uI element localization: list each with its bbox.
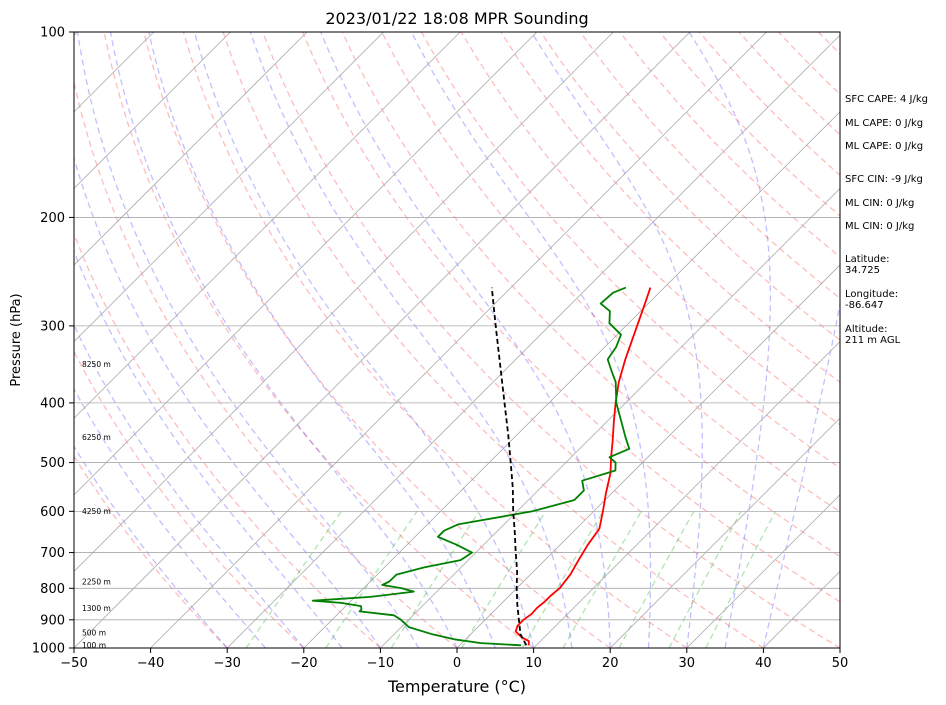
isotherm-line	[74, 32, 231, 189]
x-tick-label: 0	[453, 656, 461, 671]
height-label: 100 m	[82, 641, 106, 650]
dry-adiabat-line	[74, 454, 228, 648]
moist-adiabat-line	[249, 32, 573, 648]
dry-adiabat-line	[74, 231, 381, 648]
isotherm-line	[74, 32, 691, 648]
temperature-profile-line	[514, 287, 652, 646]
isotherm-line	[226, 34, 840, 648]
moist-adiabat-line	[320, 32, 611, 648]
isotherm-line	[74, 32, 308, 266]
ml-cin-stat: ML CIN: 0 J/kg	[845, 198, 915, 209]
moist-adiabat-line	[410, 32, 652, 648]
height-label: 4250 m	[82, 507, 111, 516]
y-tick-label: 1000	[32, 642, 65, 657]
x-tick-label: 40	[755, 656, 772, 671]
moist-adiabat-line	[762, 300, 840, 648]
isotherm-line	[380, 187, 840, 648]
y-tick-label: 900	[40, 613, 65, 628]
y-tick-label: 300	[40, 319, 65, 334]
dewpoint-profile-line	[311, 286, 631, 647]
mixing-ratio-line	[521, 510, 604, 648]
x-tick-label: −30	[213, 656, 240, 671]
isotherm-line	[74, 32, 538, 496]
x-tick-label: −50	[60, 656, 87, 671]
moist-adiabat-line	[76, 32, 420, 648]
isotherm-line	[74, 32, 614, 572]
x-tick-label: 10	[525, 656, 542, 671]
isotherm-line	[609, 417, 840, 648]
mu-cin-stat: ML CIN: 0 J/kg	[845, 221, 915, 232]
height-label: 500 m	[82, 629, 106, 638]
isotherm-line	[533, 341, 840, 648]
x-tick-label: 50	[832, 656, 849, 671]
ml-cape-stat: ML CAPE: 0 J/kg	[845, 118, 924, 129]
mixing-ratio-line	[562, 510, 642, 648]
x-tick-label: −20	[290, 656, 317, 671]
dry-adiabat-line	[74, 349, 305, 648]
moist-adiabat-line	[148, 32, 496, 648]
x-tick-label: 20	[602, 656, 619, 671]
sfc-cin-stat: SFC CIN: -9 J/kg	[845, 174, 923, 185]
dry-adiabat-line	[262, 32, 840, 648]
mixing-ratio-line	[668, 510, 742, 648]
mu-cape-stat: ML CAPE: 0 J/kg	[845, 141, 924, 152]
moist-adiabat-line	[109, 32, 458, 648]
moist-adiabat-line	[193, 32, 535, 648]
mixing-ratio-line	[461, 510, 547, 648]
isotherm-line	[686, 494, 840, 648]
isotherm-line	[150, 32, 767, 648]
height-label: 6250 m	[82, 433, 111, 442]
isotherm-line	[303, 111, 840, 648]
isotherm-line	[0, 32, 1, 648]
height-label: 8250 m	[82, 360, 111, 369]
parcel-path-line	[490, 287, 528, 646]
dry-adiabat-line	[143, 32, 611, 648]
y-tick-label: 400	[40, 396, 65, 411]
dry-adiabat-line	[579, 32, 840, 300]
x-tick-label: −10	[367, 656, 394, 671]
dry-adiabat-line	[182, 32, 688, 648]
moist-adiabat-line	[688, 32, 772, 648]
dry-adiabat-line	[103, 32, 534, 648]
y-tick-label: 100	[40, 26, 65, 41]
isotherm-line	[74, 32, 461, 419]
y-tick-label: 600	[40, 505, 65, 520]
y-axis-label: Pressure (hPa)	[9, 293, 24, 386]
height-label: 2250 m	[82, 578, 111, 587]
y-tick-label: 700	[40, 546, 65, 561]
x-axis-label: Temperature (°C)	[387, 677, 526, 696]
chart-title: 2023/01/22 18:08 MPR Sounding	[325, 9, 588, 28]
mixing-ratio-line	[705, 510, 777, 648]
x-tick-label: −40	[137, 656, 164, 671]
sfc-cape-stat: SFC CAPE: 4 J/kg	[845, 94, 928, 105]
longitude-stat: Longitude: -86.647	[845, 289, 899, 311]
moist-adiabat-line	[74, 445, 228, 648]
x-tick-label: 30	[679, 656, 696, 671]
isotherm-line	[74, 32, 384, 343]
dry-adiabat-line	[74, 79, 458, 648]
latitude-stat: Latitude: 34.725	[845, 254, 890, 276]
moist-adiabat-line	[74, 249, 343, 648]
moist-adiabat-line	[530, 32, 703, 648]
dry-adiabat-line	[222, 32, 764, 648]
mixing-ratio-line	[325, 510, 418, 648]
mixing-ratio-line	[245, 510, 342, 648]
y-tick-label: 500	[40, 456, 65, 471]
y-tick-label: 200	[40, 211, 65, 226]
height-label: 1300 m	[82, 604, 111, 613]
altitude-stat: Altitude: 211 m AGL	[845, 324, 901, 346]
isotherm-line	[456, 264, 840, 648]
y-tick-label: 800	[40, 582, 65, 597]
plot-frame	[73, 31, 841, 649]
